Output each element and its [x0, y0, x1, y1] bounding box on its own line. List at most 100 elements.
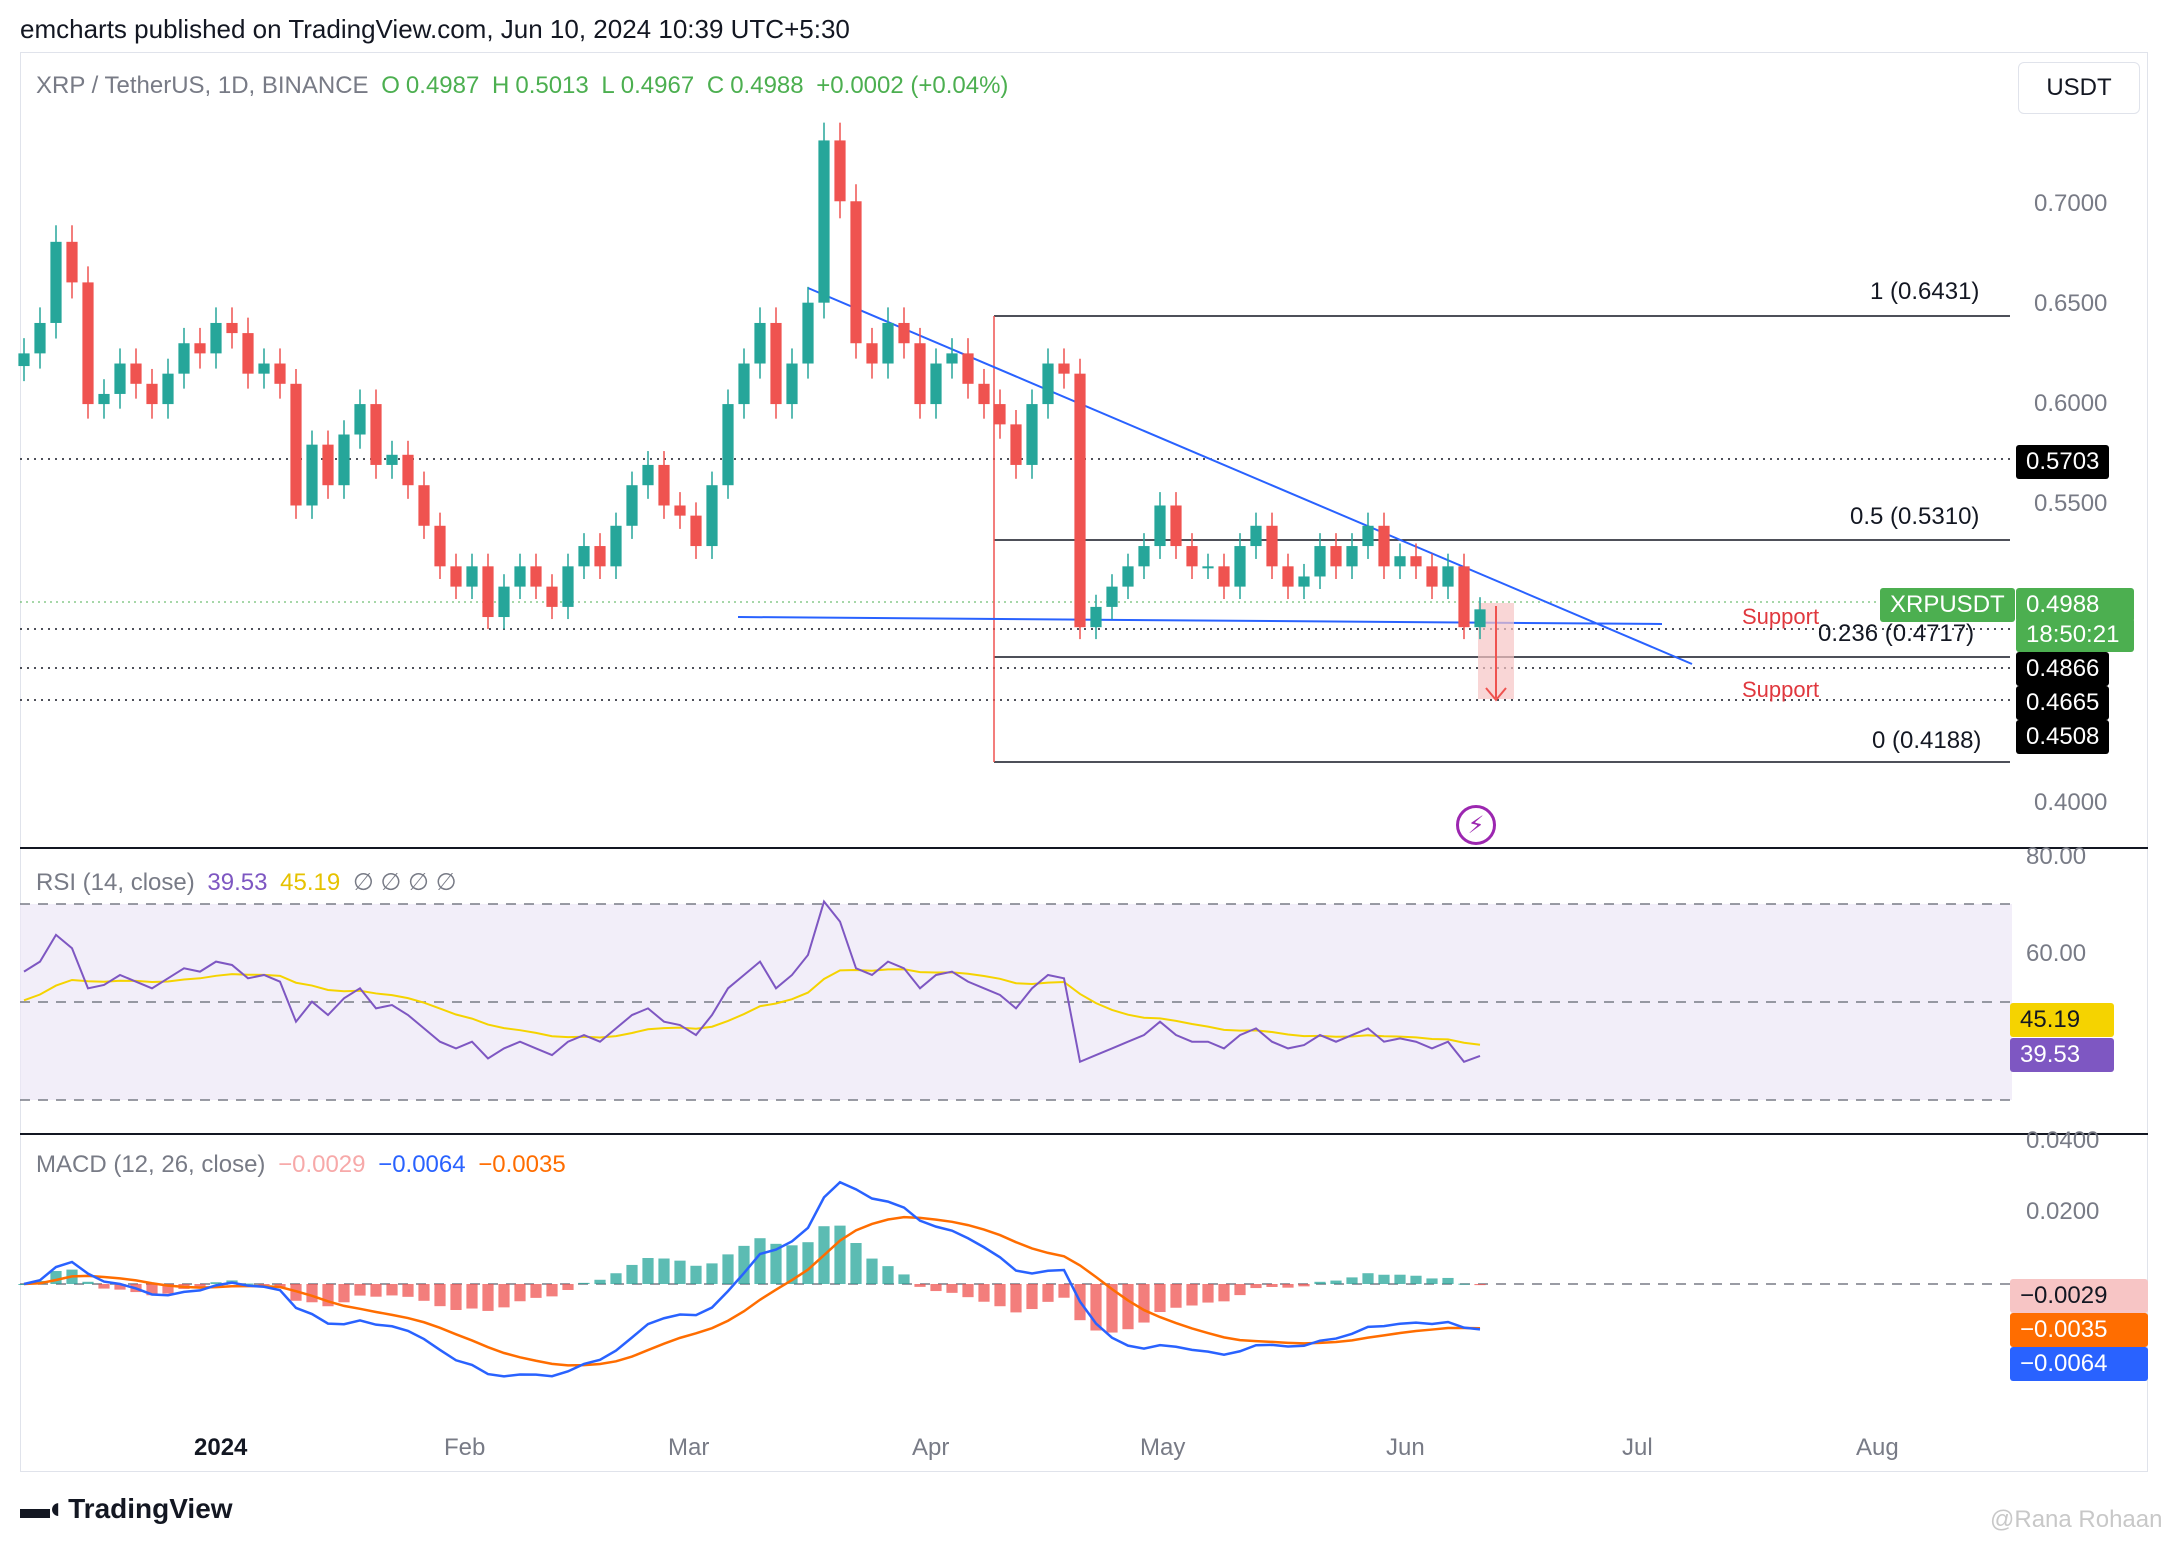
candle-body	[594, 546, 606, 567]
price-tag-4665: 0.4665	[2016, 686, 2110, 720]
macd-hist-bar	[1346, 1277, 1358, 1284]
candle-body	[402, 454, 414, 486]
candle-body	[1170, 505, 1182, 547]
macd-hist-bar	[498, 1284, 510, 1308]
candle-body	[1122, 566, 1134, 587]
candle-body	[770, 322, 782, 405]
lightning-icon[interactable]: ⚡	[1456, 805, 1496, 845]
support-label-upper: Support	[1742, 604, 1820, 629]
macd-hist-bar	[1266, 1284, 1278, 1287]
fib-label-0: 0 (0.4188)	[1872, 727, 1982, 754]
candle-body	[354, 404, 366, 435]
candle-body	[1042, 363, 1054, 405]
candle-body	[1074, 373, 1086, 628]
candle-body	[1154, 505, 1166, 547]
macd-hist-bar	[722, 1254, 734, 1284]
macd-hist-bar	[50, 1271, 62, 1284]
candle-body	[1010, 424, 1022, 465]
macd-hist-bar	[386, 1284, 398, 1296]
macd-hist-bar	[946, 1284, 958, 1293]
macd-hist-bar	[786, 1245, 798, 1284]
macd-hist-bar	[930, 1284, 942, 1292]
countdown-tag: 18:50:21	[2016, 618, 2134, 652]
macd-hist-bar	[978, 1284, 990, 1302]
macd-hist-bar	[482, 1284, 494, 1311]
candle-body	[370, 404, 382, 465]
legend-high: 0.5013	[515, 72, 589, 99]
candle-body	[66, 241, 78, 283]
macd-hist-bar	[1042, 1284, 1054, 1302]
candle-body	[1474, 609, 1486, 628]
macd-line	[23, 1180, 1481, 1378]
candle-body	[130, 363, 142, 384]
candle-body	[274, 363, 286, 384]
macd-hist-bar	[1458, 1283, 1470, 1285]
macd-hist-bar	[1474, 1284, 1486, 1286]
macd-hist-tag: −0.0029	[2010, 1279, 2148, 1313]
candle-body	[1090, 606, 1102, 628]
macd-hist-bar	[354, 1284, 366, 1296]
macd-hist-bar	[626, 1264, 638, 1284]
legend-low: 0.4967	[620, 72, 695, 99]
candle-body	[690, 515, 702, 547]
macd-hist-bar	[1362, 1273, 1374, 1284]
legend-symbol: XRP / TetherUS, 1D, BINANCE	[36, 72, 369, 99]
candle-body	[546, 586, 558, 607]
candle-body	[50, 241, 62, 323]
macd-hist-bar	[1218, 1284, 1230, 1302]
candle-body	[338, 434, 350, 486]
macd-hist-bar	[1394, 1274, 1406, 1284]
macd-hist-bar	[450, 1284, 462, 1310]
macd-hist-bar	[18, 1284, 30, 1285]
candle-body	[322, 444, 334, 486]
legend-high-label: H	[492, 72, 510, 99]
macd-hist-bar	[738, 1245, 750, 1284]
macd-hist-bar	[114, 1284, 126, 1290]
candle-body	[418, 485, 430, 526]
candle-body	[386, 454, 398, 465]
candle-body	[306, 444, 318, 506]
candle-body	[242, 333, 254, 374]
macd-hist-bar	[1234, 1284, 1246, 1296]
macd-hist-bar	[258, 1284, 270, 1285]
currency-button[interactable]: USDT	[2018, 62, 2140, 114]
tradingview-logo[interactable]: ▬◖ TradingView	[20, 1492, 233, 1526]
candle-body	[1314, 546, 1326, 577]
published-header: emcharts published on TradingView.com, J…	[20, 14, 850, 44]
candle-body	[1250, 525, 1262, 547]
rsi-legend: RSI (14, close) 39.53 45.19 ∅ ∅ ∅ ∅	[36, 868, 463, 897]
macd-hist-bar	[1058, 1284, 1070, 1298]
candle-body	[498, 586, 510, 618]
candle-body	[194, 343, 206, 354]
candle-body	[1378, 525, 1390, 567]
macd-hist-bar	[898, 1274, 910, 1284]
watermark: @Rana Rohaan	[1990, 1506, 2163, 1533]
candle-body	[1202, 566, 1214, 569]
candle-body	[818, 140, 830, 303]
candle-body	[226, 322, 238, 334]
fib-label-05: 0.5 (0.5310)	[1850, 503, 1980, 530]
candle-body	[578, 546, 590, 567]
macd-hist-bar	[466, 1284, 478, 1309]
candle-body	[658, 464, 670, 506]
macd-hist-bar	[402, 1284, 414, 1297]
macd-hist-bar	[1138, 1284, 1150, 1323]
price-tick: 0.7000	[2034, 190, 2108, 217]
price-tick: 0.6000	[2034, 390, 2108, 417]
macd-hist-bar	[82, 1281, 94, 1284]
time-label-jul: Jul	[1622, 1434, 1653, 1461]
candle-body	[962, 353, 974, 384]
macd-hist-bar	[754, 1238, 766, 1284]
candle-body	[146, 383, 158, 405]
macd-hist-bar	[1298, 1284, 1310, 1287]
candles-layer	[18, 122, 1486, 640]
candle-body	[674, 505, 686, 516]
footer-brand: TradingView	[68, 1493, 233, 1524]
rsi-legend-extras: ∅ ∅ ∅ ∅	[352, 869, 457, 896]
macd-value-tag: −0.0064	[2010, 1347, 2148, 1381]
candle-body	[994, 404, 1006, 425]
candle-body	[1394, 556, 1406, 567]
macd-legend-signal: −0.0035	[478, 1151, 566, 1178]
macd-hist-bar	[594, 1279, 606, 1284]
